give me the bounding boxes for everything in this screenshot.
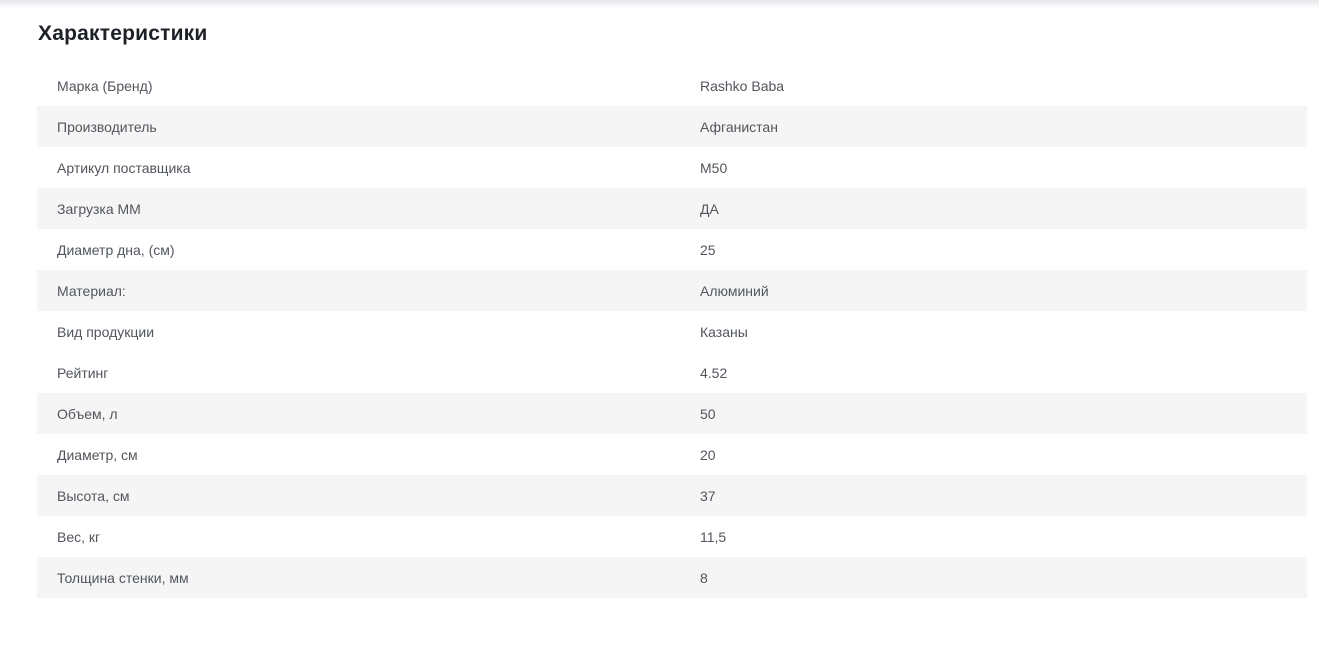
spec-label: Производитель	[57, 118, 157, 135]
spec-row: Марка (Бренд) Rashko Baba	[37, 65, 1307, 106]
spec-value: Казаны	[700, 323, 748, 340]
section-title: Характеристики	[38, 22, 208, 45]
spec-value: ДА	[700, 200, 719, 217]
spec-row: Артикул поставщика M50	[37, 147, 1307, 188]
spec-label: Объем, л	[57, 405, 118, 422]
spec-row: Объем, л 50	[37, 393, 1307, 434]
spec-value: Алюминий	[700, 282, 769, 299]
spec-value: 4.52	[700, 364, 728, 381]
spec-label: Высота, см	[57, 487, 130, 504]
spec-label: Вид продукции	[57, 323, 155, 340]
spec-label: Артикул поставщика	[57, 159, 191, 176]
spec-value: 20	[700, 446, 716, 463]
spec-row: Производитель Афганистан	[37, 106, 1307, 147]
spec-value: M50	[700, 159, 728, 176]
spec-value: Афганистан	[700, 118, 778, 135]
spec-label: Диаметр дна, (см)	[57, 241, 175, 258]
spec-label: Вес, кг	[57, 528, 101, 545]
spec-label: Материал:	[57, 282, 126, 299]
spec-value: 11,5	[700, 528, 727, 545]
spec-row: Материал: Алюминий	[37, 270, 1307, 311]
spec-row: Диаметр, см 20	[37, 434, 1307, 475]
spec-label: Толщина стенки, мм	[57, 569, 189, 586]
spec-value: Rashko Baba	[700, 77, 785, 94]
spec-label: Марка (Бренд)	[57, 77, 153, 94]
specifications-table: Марка (Бренд) Rashko Baba Производитель …	[37, 65, 1307, 598]
spec-value: 8	[700, 569, 708, 586]
spec-row: Рейтинг 4.52	[37, 352, 1307, 393]
spec-row: Вид продукции Казаны	[37, 311, 1307, 352]
spec-label: Рейтинг	[57, 364, 109, 381]
spec-label: Загрузка ММ	[57, 200, 141, 217]
spec-row: Диаметр дна, (см) 25	[37, 229, 1307, 270]
top-shadow-divider	[0, 0, 1319, 9]
spec-row: Высота, см 37	[37, 475, 1307, 516]
spec-label: Диаметр, см	[57, 446, 138, 463]
spec-row: Толщина стенки, мм 8	[37, 557, 1307, 598]
spec-value: 50	[700, 405, 716, 422]
spec-value: 25	[700, 241, 716, 258]
spec-row: Вес, кг 11,5	[37, 516, 1307, 557]
spec-row: Загрузка ММ ДА	[37, 188, 1307, 229]
spec-value: 37	[700, 487, 716, 504]
